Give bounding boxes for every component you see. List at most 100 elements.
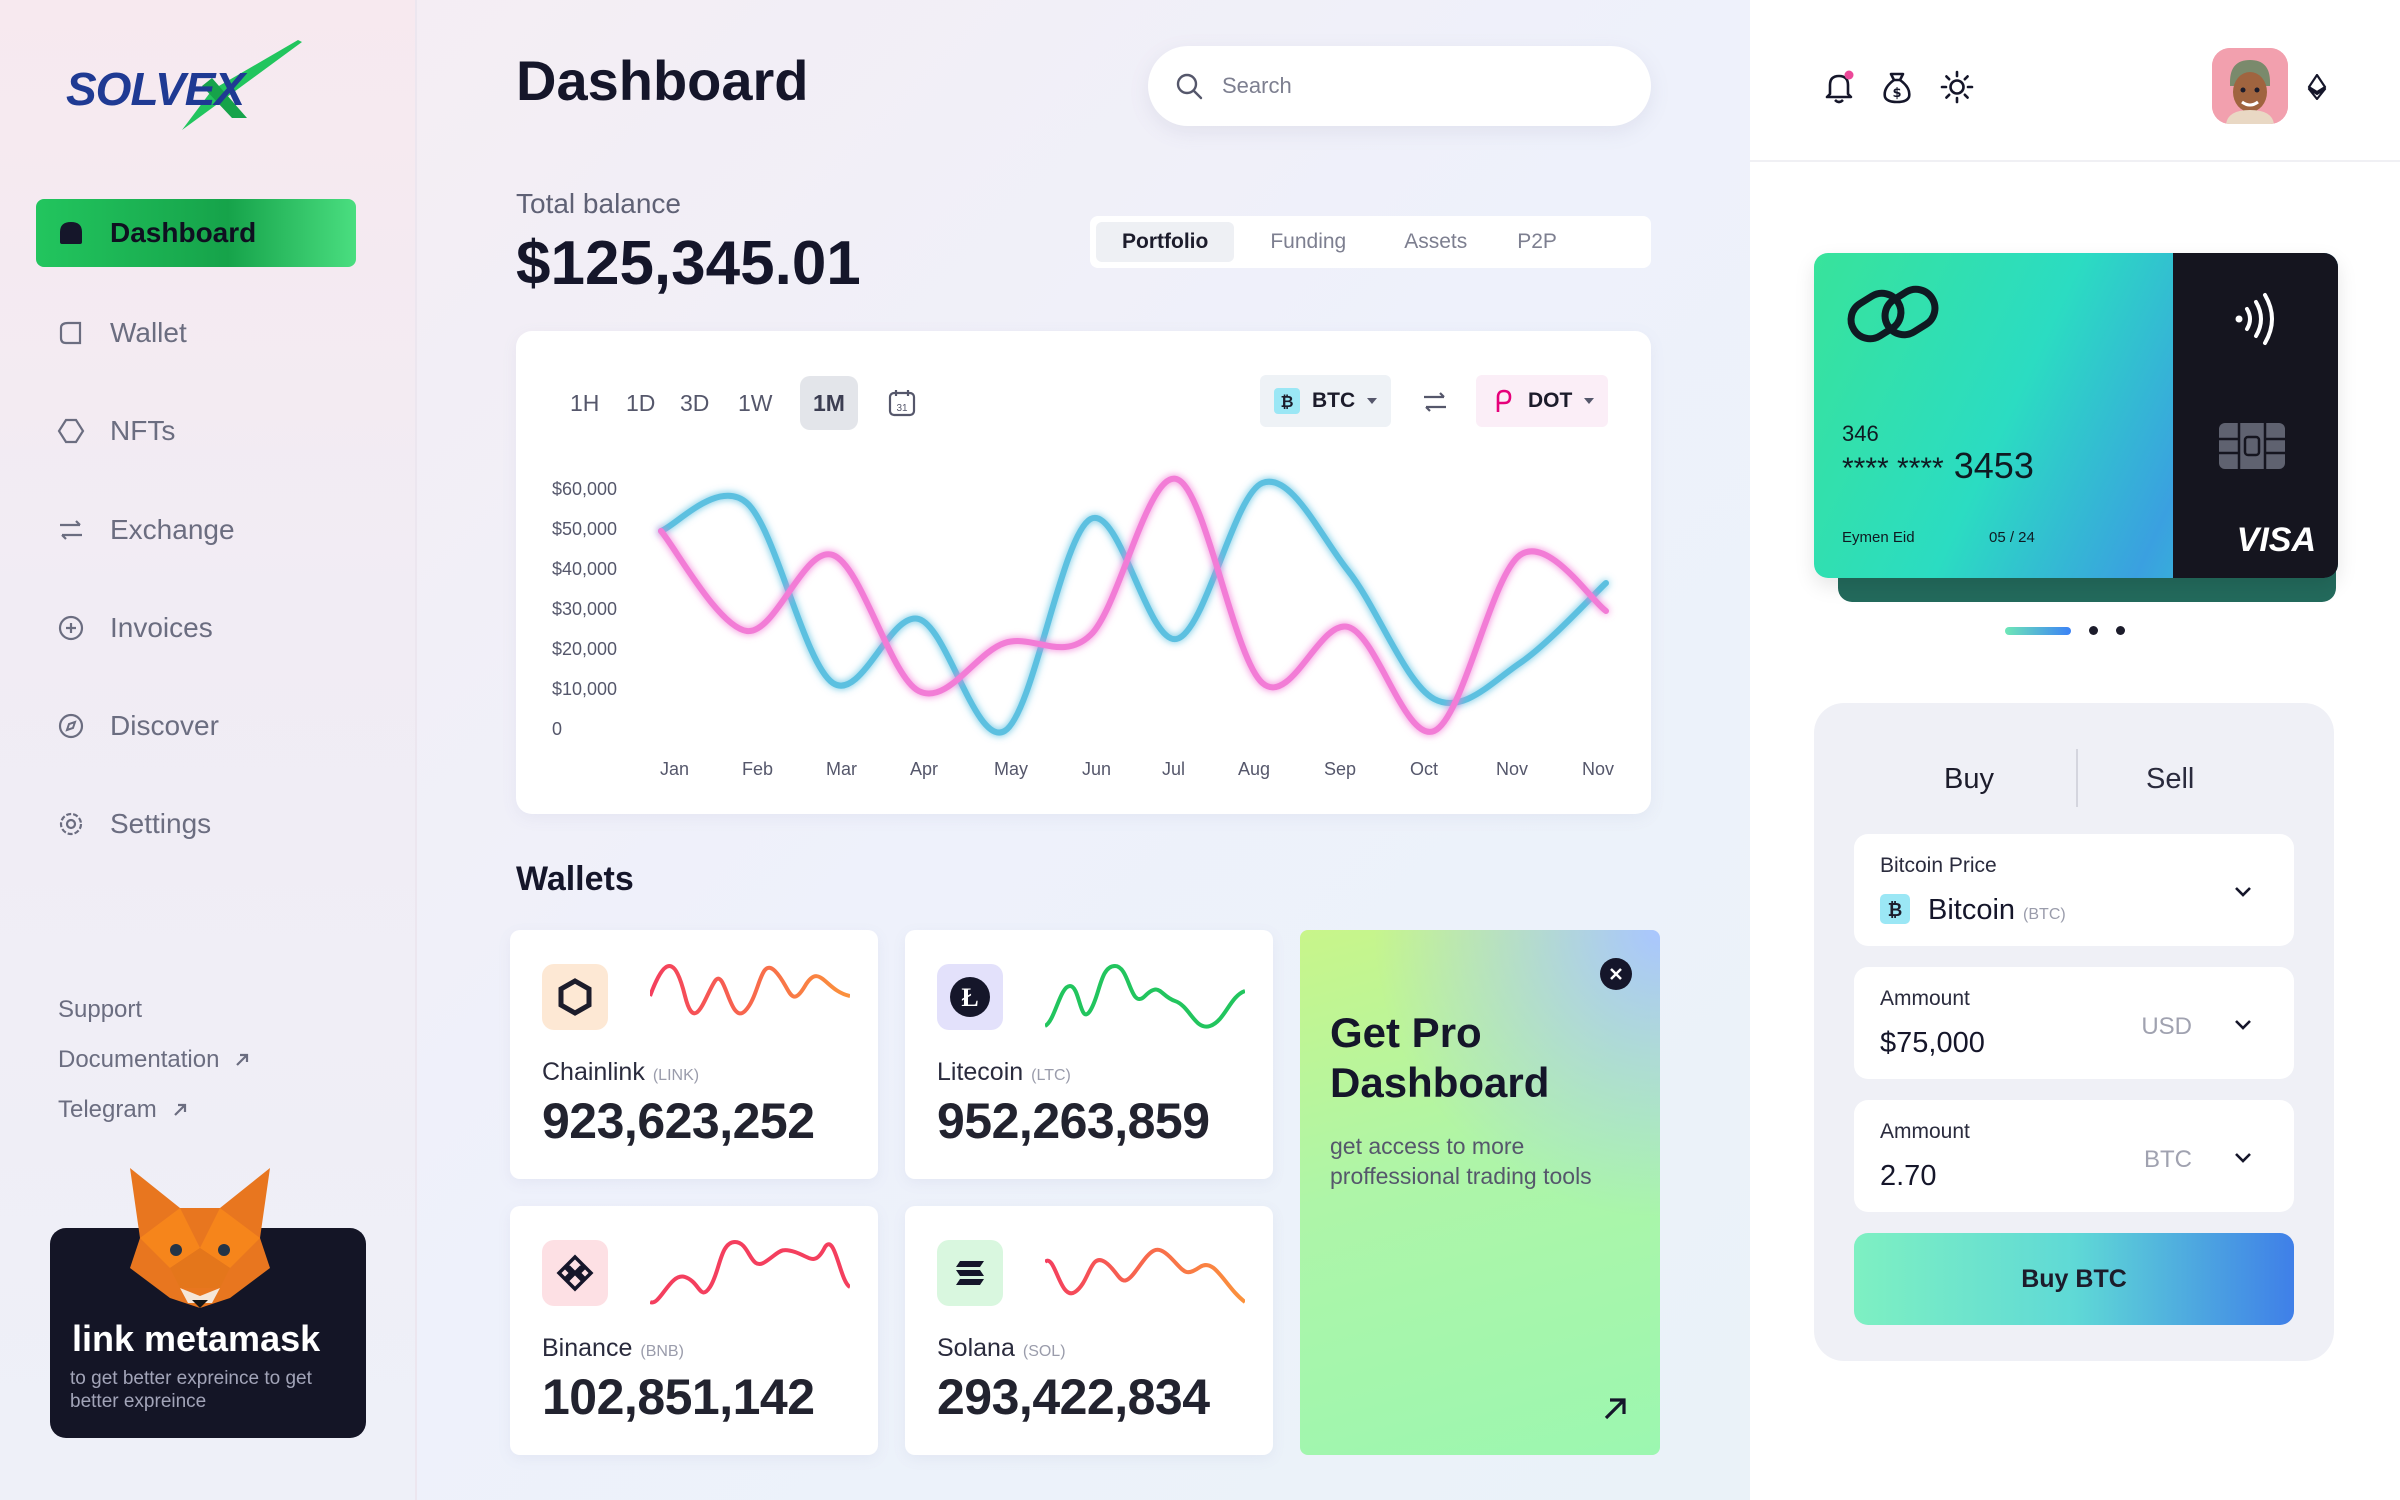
sidebar-item-discover[interactable]: Discover <box>36 692 356 760</box>
pair-a-select[interactable]: ₿ BTC <box>1260 375 1392 427</box>
timeframe-1d[interactable]: 1D <box>626 389 656 416</box>
sidebar-item-label: Exchange <box>110 514 235 545</box>
sidebar-item-settings[interactable]: Settings <box>36 790 356 858</box>
documentation-link-label: Documentation <box>58 1046 220 1073</box>
credit-card[interactable]: 346 **** **** 3453 Eymen Eid 05 / 24 VIS… <box>1814 253 2338 578</box>
avatar-face-icon <box>2212 48 2288 124</box>
y-tick-label: $60,000 <box>552 479 618 499</box>
pair-b-label: DOT <box>1528 389 1573 412</box>
search-bar[interactable] <box>1148 46 1651 126</box>
ethereum-icon[interactable] <box>2306 74 2328 100</box>
sidebar-item-exchange[interactable]: Exchange <box>36 496 356 564</box>
tab-sell[interactable]: Sell <box>2146 763 2195 795</box>
timeframe-1w[interactable]: 1W <box>738 389 773 416</box>
money-bag-icon[interactable]: $ <box>1878 68 1916 106</box>
tab-p2p[interactable]: P2P <box>1517 230 1557 253</box>
usd-amount-label: Ammount <box>1880 987 1970 1010</box>
usd-amount-field[interactable]: Ammount $75,000 USD <box>1854 967 2294 1079</box>
tab-assets[interactable]: Assets <box>1404 230 1468 253</box>
discover-icon <box>56 711 86 741</box>
tab-portfolio[interactable]: Portfolio <box>1096 222 1235 262</box>
swap-icon[interactable] <box>1420 387 1450 417</box>
sparkline-binance <box>650 1239 850 1305</box>
coin-select-label: Bitcoin Price <box>1880 854 1997 877</box>
telegram-link-label: Telegram <box>58 1096 157 1123</box>
sidebar-item-dashboard[interactable]: Dashboard <box>36 199 356 267</box>
pair-b-select[interactable]: DOT <box>1476 375 1609 427</box>
sidebar-item-label: Settings <box>110 808 212 839</box>
trade-panel: Buy Sell Bitcoin Price ₿ Bitcoin (BTC) Am… <box>1814 703 2334 1361</box>
btc-amount-field[interactable]: Ammount 2.70 BTC <box>1854 1100 2294 1212</box>
notification-bell-icon[interactable] <box>1820 68 1858 106</box>
metamask-card[interactable]: link metamask to get better expreince to… <box>50 1228 366 1438</box>
pair-a-label: BTC <box>1312 389 1356 412</box>
sidebar-item-invoices[interactable]: Invoices <box>36 594 356 662</box>
chainlink-icon <box>542 964 608 1030</box>
chevron-down-icon <box>2235 887 2251 897</box>
wallet-card-litecoin[interactable]: Ł Litecoin (LTC) 952,263,859 <box>905 930 1273 1179</box>
search-input[interactable] <box>1222 73 1602 99</box>
wallet-card-binance[interactable]: Binance (BNB) 102,851,142 <box>510 1206 878 1455</box>
wallet-icon <box>56 318 86 348</box>
chevron-down-icon[interactable] <box>2232 1146 2254 1168</box>
y-tick-label: $20,000 <box>552 639 618 659</box>
timeframe-3d[interactable]: 3D <box>680 389 710 416</box>
wallet-name: Chainlink (LINK) <box>542 1058 700 1086</box>
litecoin-icon: Ł <box>937 964 1003 1030</box>
exchange-icon <box>56 515 86 545</box>
tab-buy[interactable]: Buy <box>1944 763 1994 795</box>
x-tick-label: Apr <box>910 759 939 779</box>
carousel-dot[interactable] <box>2089 626 2098 635</box>
chart-series-line-2 <box>658 475 1609 735</box>
metamask-fox-icon <box>130 1168 270 1308</box>
polkadot-icon <box>1496 389 1512 412</box>
close-icon[interactable] <box>1600 958 1632 990</box>
sun-icon[interactable] <box>1938 68 1976 106</box>
x-tick-label: Mar <box>826 759 857 779</box>
y-tick-label: $40,000 <box>552 559 618 579</box>
timeframe-1h[interactable]: 1H <box>570 389 600 416</box>
buy-btc-button[interactable]: Buy BTC <box>1854 1233 2294 1325</box>
card-chip-icon <box>2219 423 2285 469</box>
avatar[interactable] <box>2212 48 2288 124</box>
support-link[interactable]: Support <box>58 996 142 1024</box>
external-link-icon <box>236 1053 249 1066</box>
card-brand-icon <box>1847 285 1939 343</box>
wallet-card-solana[interactable]: Solana (SOL) 293,422,834 <box>905 1206 1273 1455</box>
telegram-link[interactable]: Telegram <box>58 1096 189 1124</box>
usd-amount-value[interactable]: $75,000 <box>1880 1027 1985 1059</box>
documentation-link[interactable]: Documentation <box>58 1046 251 1074</box>
x-tick-label: Feb <box>742 759 774 779</box>
contactless-icon <box>2235 293 2274 345</box>
card-holder: Eymen Eid <box>1842 529 1915 546</box>
arrow-up-right-icon[interactable] <box>1598 1390 1634 1426</box>
brand-name: SOLVEX <box>66 63 245 115</box>
sidebar-item-nfts[interactable]: NFTs <box>36 397 356 465</box>
chevron-down-icon[interactable] <box>2232 1013 2254 1035</box>
solana-icon <box>937 1240 1003 1306</box>
pro-dashboard-promo[interactable]: Get Pro Dashboard get access to more pro… <box>1300 930 1660 1455</box>
wallet-name: Litecoin (LTC) <box>937 1058 1071 1086</box>
wallet-amount: 923,623,252 <box>542 1093 815 1149</box>
calendar-icon[interactable]: 31 <box>886 387 918 419</box>
support-link-label: Support <box>58 996 143 1023</box>
sidebar-item-label: NFTs <box>110 415 176 446</box>
carousel-dot-active[interactable] <box>2005 626 2071 635</box>
price-chart-card: 1H 1D 3D 1W 1M 31 ₿ BTC DOT $60,000 $50,… <box>516 331 1651 814</box>
wallet-card-chainlink[interactable]: Chainlink (LINK) 923,623,252 <box>510 930 878 1179</box>
chevron-down-icon <box>1584 398 1595 404</box>
timeframe-1m[interactable]: 1M <box>800 376 858 430</box>
wallets-title: Wallets <box>516 860 634 898</box>
coin-select[interactable]: Bitcoin Price ₿ Bitcoin (BTC) <box>1854 834 2294 946</box>
tab-divider <box>2076 749 2078 807</box>
brand-logo[interactable]: SOLVEX <box>62 38 312 138</box>
tab-funding[interactable]: Funding <box>1270 230 1347 253</box>
btc-amount-value[interactable]: 2.70 <box>1880 1160 1937 1192</box>
promo-title: Get Pro Dashboard <box>1330 1009 1550 1107</box>
x-tick-label: Jun <box>1082 759 1112 779</box>
carousel-dot[interactable] <box>2116 626 2125 635</box>
sidebar-item-wallet[interactable]: Wallet <box>36 299 356 367</box>
bitcoin-icon: ₿ <box>1274 388 1300 414</box>
search-icon <box>1176 73 1203 100</box>
x-tick-label: Nov <box>1496 759 1529 779</box>
